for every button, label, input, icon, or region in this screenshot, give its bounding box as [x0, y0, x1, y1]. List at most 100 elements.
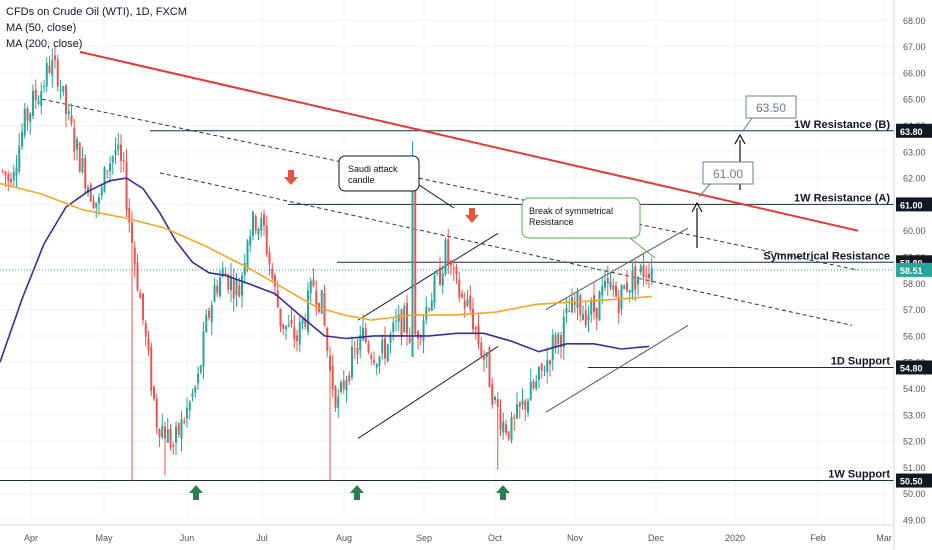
candle-body — [428, 308, 430, 310]
candle-body — [252, 211, 254, 236]
candle-body — [403, 306, 406, 333]
candle-body — [18, 145, 21, 172]
candle-body — [254, 216, 257, 231]
candle-body — [606, 277, 609, 284]
candle-body — [76, 139, 78, 150]
candle-body — [23, 108, 26, 136]
candle-body — [370, 355, 373, 359]
candle-body — [199, 365, 202, 373]
candle-body — [164, 426, 166, 439]
candle-body — [315, 290, 318, 305]
candle-body — [230, 275, 232, 291]
candle-body — [92, 200, 95, 208]
green-up-arrow — [189, 485, 203, 500]
x-tick-label: Mar — [876, 533, 892, 543]
last-price-box — [896, 262, 932, 277]
saudi-callout-box — [338, 155, 420, 192]
candle-body — [56, 59, 59, 87]
candle-body — [337, 396, 340, 408]
candle-body — [375, 364, 378, 368]
candle-body — [287, 324, 290, 327]
candle-body — [100, 187, 103, 196]
candle-body — [469, 295, 472, 310]
candle-body — [285, 325, 287, 330]
level-label: 1W Resistance (B) — [794, 119, 890, 131]
candle-body — [395, 320, 397, 322]
candle-body — [518, 402, 521, 408]
candle-body — [296, 335, 298, 342]
x-tick-label: Sep — [416, 533, 432, 543]
candle-body — [573, 302, 576, 305]
x-tick-label: Feb — [810, 533, 826, 543]
candle-body — [582, 314, 584, 321]
candle-body — [362, 327, 364, 340]
x-tick-label: Nov — [567, 533, 584, 543]
candle-body — [43, 85, 45, 87]
red-down-arrow — [284, 170, 298, 185]
candle-body — [342, 380, 345, 390]
candle-body — [279, 308, 282, 327]
candle-body — [301, 318, 304, 324]
candle-body — [480, 342, 483, 357]
candle-body — [576, 290, 579, 309]
break-callout-text: Break of symmetrical Resistance — [529, 206, 613, 227]
y-tick-label: 53.00 — [903, 410, 926, 420]
candle-body — [210, 305, 213, 323]
y-tick-label: 58.00 — [903, 279, 926, 289]
candle-body — [166, 429, 169, 443]
candle-body — [529, 381, 532, 401]
x-tick-label: Apr — [24, 533, 38, 543]
candle-body — [345, 379, 348, 391]
level-label: Symmetrical Resistance — [763, 250, 890, 262]
candle-body — [433, 275, 436, 304]
candle-body — [26, 108, 29, 121]
candle-body — [538, 367, 540, 380]
candle-body — [1, 170, 4, 172]
x-tick-label: May — [95, 533, 113, 543]
candle-body — [326, 327, 329, 351]
candle-body — [329, 355, 331, 371]
x-tick-label: 2020 — [725, 533, 745, 543]
candle-body — [397, 314, 400, 322]
level-label: 1W Support — [828, 469, 890, 481]
candle-body — [263, 213, 265, 226]
candle-body — [331, 366, 334, 389]
candle-body — [67, 111, 70, 115]
candle-body — [634, 266, 637, 290]
candle-body — [293, 326, 296, 340]
candle-body — [188, 401, 191, 411]
candle-body — [169, 428, 172, 448]
y-tick-label: 63.00 — [903, 147, 926, 157]
candle-body — [543, 374, 546, 376]
y-tick-label: 52.00 — [903, 437, 926, 447]
candle-body — [320, 289, 323, 314]
candle-body — [243, 262, 246, 275]
candle-body — [260, 218, 263, 231]
candle-body — [535, 381, 538, 389]
candle-body — [439, 267, 441, 285]
candle-body — [274, 275, 276, 287]
price-tag-box — [896, 473, 932, 488]
saudi-callout-pointer — [418, 184, 455, 209]
candle-body — [197, 373, 199, 384]
candle-body — [521, 400, 524, 406]
candle-body — [109, 163, 111, 172]
price-tag-box — [896, 360, 932, 375]
candle-body — [458, 279, 461, 298]
candle-body — [386, 344, 389, 362]
candle-body — [307, 290, 309, 332]
candle-body — [463, 300, 466, 309]
candle-body — [455, 266, 458, 275]
candle-body — [238, 285, 241, 297]
candle-body — [282, 324, 285, 329]
candle-body — [51, 59, 54, 76]
candle-body — [144, 323, 147, 337]
candle-body — [389, 334, 392, 343]
candle-body — [95, 202, 98, 208]
candle-body — [271, 268, 274, 279]
candle-body — [353, 348, 356, 350]
candle-body — [29, 113, 32, 123]
candle-body — [364, 327, 367, 342]
candle-body — [381, 339, 384, 354]
